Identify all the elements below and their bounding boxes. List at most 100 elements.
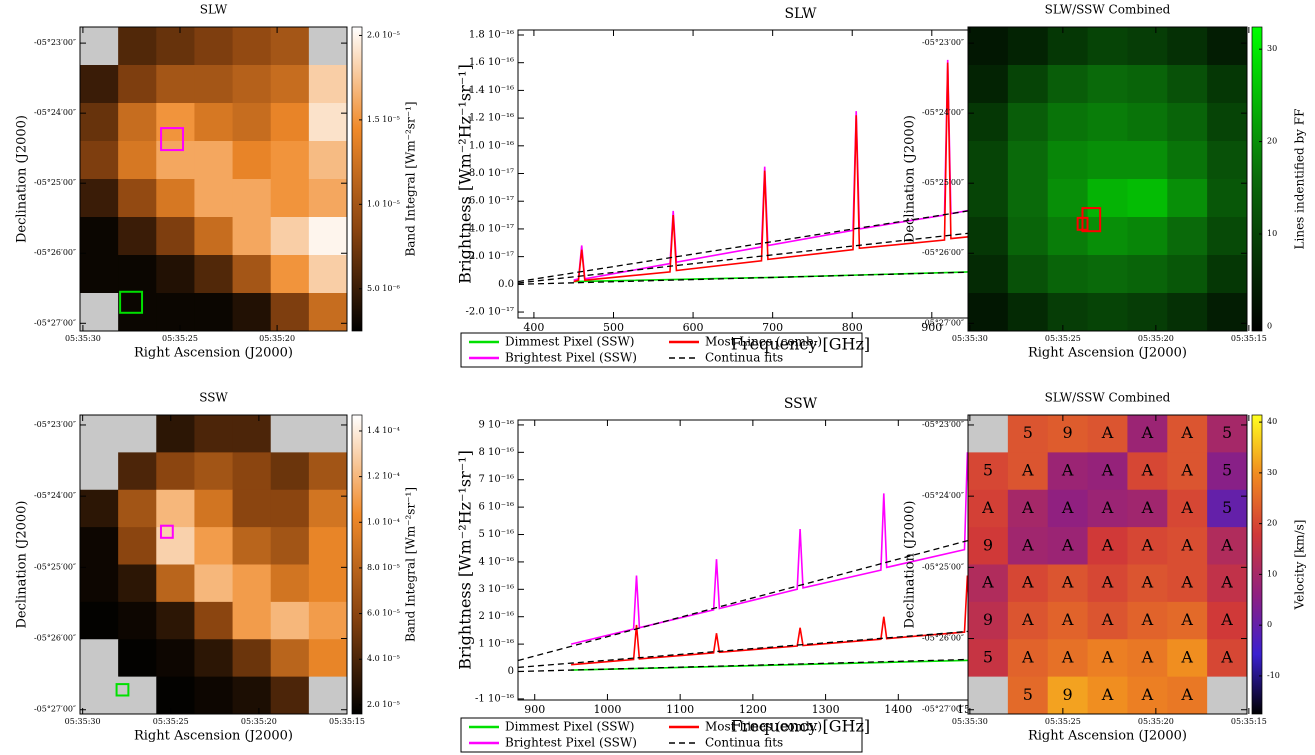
cell-label: A <box>1061 498 1074 517</box>
map-pixel <box>1087 65 1128 104</box>
map-pixel <box>1207 103 1248 142</box>
map-pixel <box>968 452 1009 491</box>
cell-label: A <box>1141 573 1154 592</box>
map-pixel <box>1087 103 1128 142</box>
map-pixel <box>1007 217 1049 256</box>
cell-label: 5 <box>1023 423 1033 442</box>
empty-pixel <box>80 27 119 66</box>
chart-title: SSW <box>784 396 818 412</box>
chart-title: SLW/SSW Combined <box>1045 3 1171 17</box>
map-pixel <box>1127 217 1168 256</box>
y-tick-label: -05°27′00″ <box>34 705 76 714</box>
y-tick-label: 1.6 10⁻¹⁶ <box>469 57 514 68</box>
map-pixel <box>118 564 157 603</box>
map-pixel <box>156 527 195 565</box>
y-tick-label: -05°25′00″ <box>922 178 964 187</box>
colorbar-tick-label: 30 <box>1267 44 1277 53</box>
map-pixel <box>1007 639 1049 678</box>
cell-label: 5 <box>1222 461 1232 480</box>
map-pixel <box>1127 179 1168 218</box>
map-pixel <box>156 179 195 218</box>
empty-pixel <box>80 676 119 715</box>
empty-pixel <box>308 27 348 66</box>
cell-label: A <box>1101 685 1114 704</box>
map-pixel <box>232 639 272 678</box>
x-tick-label: 05:35:30 <box>952 717 988 726</box>
map-pixel <box>156 452 195 491</box>
map-pixel <box>308 527 348 565</box>
map-pixel <box>232 141 272 180</box>
map-pixel <box>118 179 157 218</box>
y-tick-label: 1.2 10⁻¹⁶ <box>469 113 514 124</box>
y-tick-label: 1.0 10⁻¹⁶ <box>469 140 514 151</box>
map-pixel <box>80 601 119 640</box>
map-pixel <box>1087 452 1128 491</box>
map-pixel <box>308 452 348 491</box>
map-pixel <box>80 564 119 603</box>
spectrum-line <box>573 59 1020 281</box>
map-pixel <box>118 601 157 640</box>
colorbar-label: Velocity [km/s] <box>1293 520 1307 611</box>
map-pixel <box>1207 452 1248 491</box>
map-pixel <box>1047 217 1089 256</box>
colorbar-tick-label: 20 <box>1267 519 1277 528</box>
map-pixel <box>118 527 157 565</box>
legend-label: Most Lines (comb.) <box>705 335 822 349</box>
y-tick-label: 0.0 <box>498 279 514 290</box>
map-pixel <box>270 65 310 104</box>
map-pixel <box>1167 489 1208 528</box>
map-pixel <box>194 65 234 104</box>
map-pixel <box>270 527 310 565</box>
map-pixel <box>270 217 310 256</box>
y-tick-label: -05°23′00″ <box>922 420 964 429</box>
map-pixel <box>1047 564 1089 603</box>
map-pixel <box>308 141 348 180</box>
map-pixel <box>968 527 1009 565</box>
map-pixel <box>1167 141 1208 180</box>
map-pixel <box>968 217 1009 256</box>
legend-label: Continua fits <box>705 736 783 750</box>
map-pixel <box>118 489 157 528</box>
y-tick-label: -05°26′00″ <box>922 634 964 643</box>
colorbar-tick-label: 1.2 10⁻⁴ <box>367 472 400 481</box>
map-pixel <box>156 601 195 640</box>
map-pixel <box>118 141 157 180</box>
map-pixel <box>194 489 234 528</box>
cell-label: A <box>1141 535 1154 554</box>
cell-label: A <box>1141 461 1154 480</box>
x-tick-label: 1100 <box>666 703 694 716</box>
map-pixel <box>1127 65 1168 104</box>
map-pixel <box>1167 65 1208 104</box>
map-pixel <box>232 293 272 332</box>
map-pixel <box>156 217 195 256</box>
empty-pixel <box>308 415 348 453</box>
cell-label: A <box>1180 573 1193 592</box>
map-pixel <box>270 27 310 66</box>
map-pixel <box>1207 141 1248 180</box>
map-pixel <box>194 255 234 294</box>
map-pixel <box>232 65 272 104</box>
map-pixel <box>1007 489 1049 528</box>
cell-label: A <box>1061 461 1074 480</box>
map-pixel <box>1007 141 1049 180</box>
map-pixel <box>1127 255 1168 294</box>
empty-pixel <box>80 639 119 678</box>
cell-label: A <box>1141 610 1154 629</box>
cell-label: A <box>1021 498 1034 517</box>
map-pixel <box>1127 527 1168 565</box>
map-pixel <box>308 217 348 256</box>
legend-box <box>460 332 863 368</box>
map-pixel <box>194 639 234 678</box>
map-pixel <box>968 489 1009 528</box>
cell-label: 9 <box>983 610 993 629</box>
y-axis-label: Declination (J2000) <box>903 501 918 629</box>
map-pixel <box>194 293 234 332</box>
map-pixel <box>1127 293 1168 332</box>
map-pixel <box>1047 452 1089 491</box>
map-pixel <box>232 27 272 66</box>
map-pixel <box>118 639 157 678</box>
cell-label: A <box>1021 573 1034 592</box>
map-pixel <box>1047 255 1089 294</box>
map-pixel <box>1007 293 1049 332</box>
cell-label: 9 <box>1063 685 1073 704</box>
